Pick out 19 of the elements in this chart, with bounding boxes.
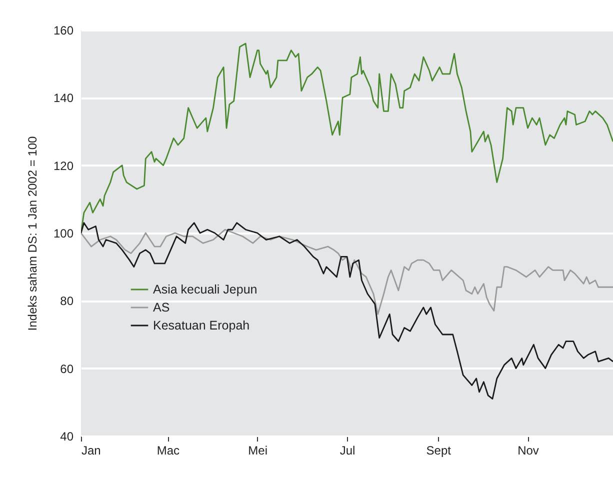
legend-label: Asia kecuali Jepun bbox=[153, 282, 258, 296]
y-tick-label: 60 bbox=[60, 362, 74, 376]
x-tick-label: Jan bbox=[82, 444, 101, 458]
legend-label: Kesatuan Eropah bbox=[153, 318, 250, 332]
line-series bbox=[81, 228, 613, 315]
x-tick-label: Mei bbox=[248, 444, 268, 458]
x-tick-label: Mac bbox=[156, 444, 180, 458]
y-tick-label: 100 bbox=[53, 226, 74, 240]
x-tick-label: Nov bbox=[518, 444, 539, 458]
x-tick-label: Jul bbox=[340, 444, 356, 458]
line-series bbox=[81, 222, 613, 400]
y-axis-title: Indeks saham DS: 1 Jan 2002 = 100 bbox=[25, 136, 40, 331]
legend-label: AS bbox=[153, 300, 170, 314]
y-tick-label: 120 bbox=[53, 158, 74, 173]
y-tick-label: 40 bbox=[60, 430, 74, 444]
y-tick-label: 80 bbox=[60, 294, 74, 308]
x-tick-label: Sept bbox=[426, 444, 452, 458]
y-tick-label: 160 bbox=[53, 24, 74, 38]
y-tick-label: 140 bbox=[53, 91, 74, 106]
